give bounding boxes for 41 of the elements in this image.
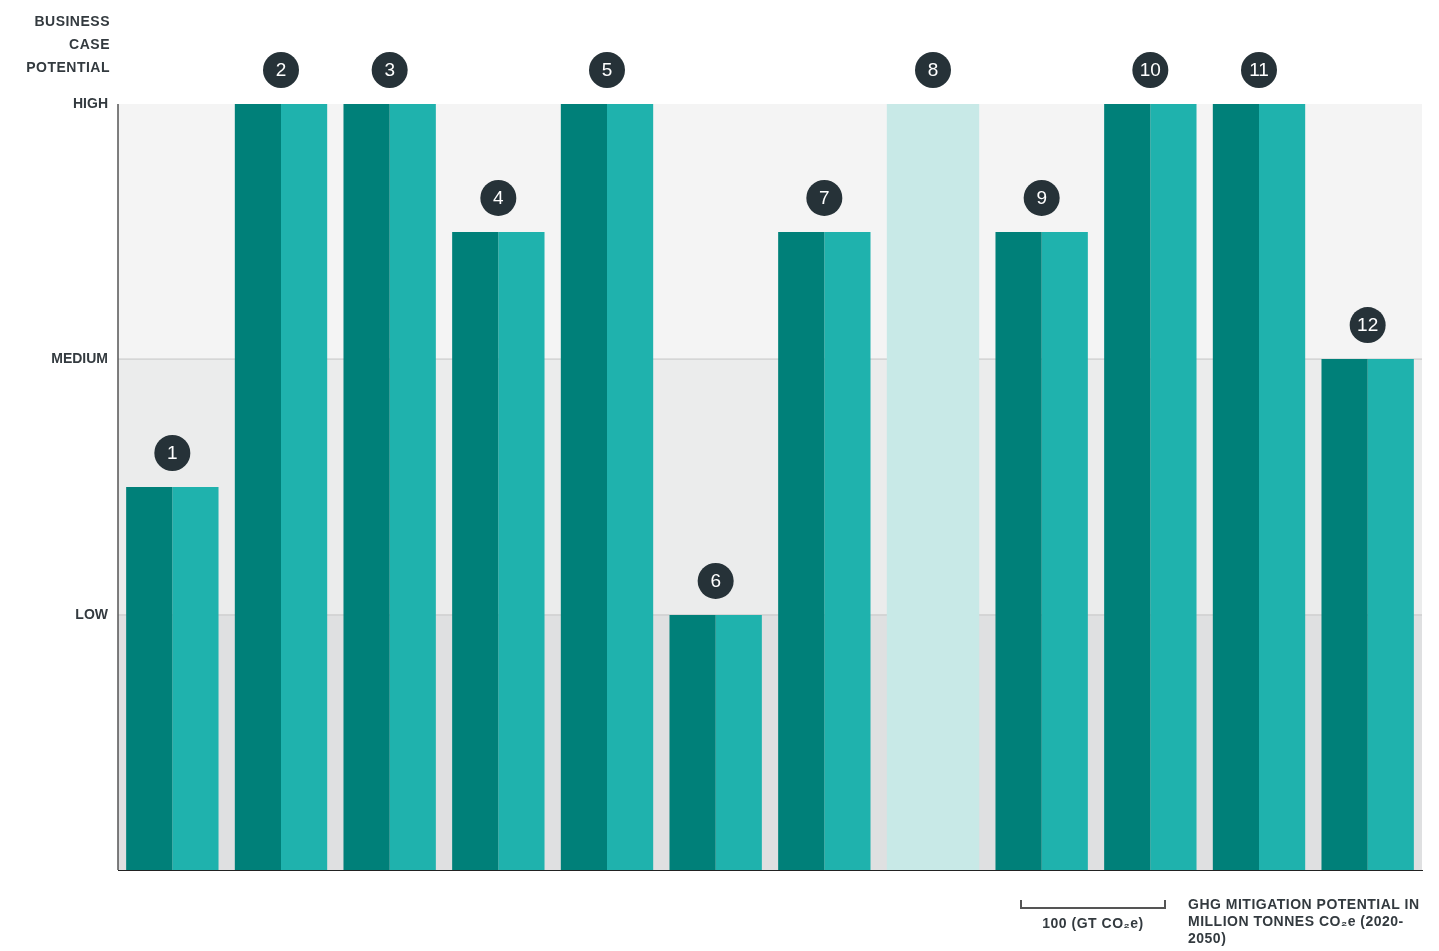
bar [172,487,219,870]
bar [1041,231,1088,870]
bar [1212,104,1259,870]
bar [452,231,499,870]
x-tick-label: 6 [710,570,721,592]
x-tick-label: 12 [1357,314,1379,336]
x-tick-label: 8 [927,59,939,81]
bar [1259,104,1306,870]
bar [281,104,328,870]
x-tick-label: 4 [493,187,505,209]
x-tick-label: 1 [167,442,178,464]
bar [1104,104,1151,870]
bar [886,104,980,870]
y-axis-title: BUSINESS CASE POTENTIAL [25,12,110,77]
x-axis-title: GHG MITIGATION POTENTIAL IN MILLION TONNES CO₂e (2020-2050) [1188,896,1421,947]
bar [498,231,545,870]
ref-line-label: MEDIUM [51,349,108,366]
bar [1367,359,1414,870]
bar [389,104,436,870]
bar [824,231,871,870]
x-tick-label: 3 [384,59,395,81]
bar [778,231,825,870]
band-label: HIGH [73,94,108,111]
text: 100 (GT CO₂e) [1041,915,1145,931]
bar [560,104,607,870]
x-tick-label: 7 [819,187,830,209]
bar [1321,359,1368,870]
bar [343,104,390,870]
bar [234,104,281,870]
ref-line-label: LOW [75,605,109,622]
x-tick-label: 9 [1036,187,1047,209]
bar [669,614,716,870]
x-tick-label: 5 [601,59,613,81]
x-tick-label: 11 [1249,59,1269,81]
bar [126,487,173,870]
x-tick-label: 2 [275,59,287,81]
bar [1150,104,1197,870]
bar [715,614,762,870]
x-tick-label: 10 [1139,59,1161,81]
bar [607,104,654,870]
bar [995,231,1042,870]
